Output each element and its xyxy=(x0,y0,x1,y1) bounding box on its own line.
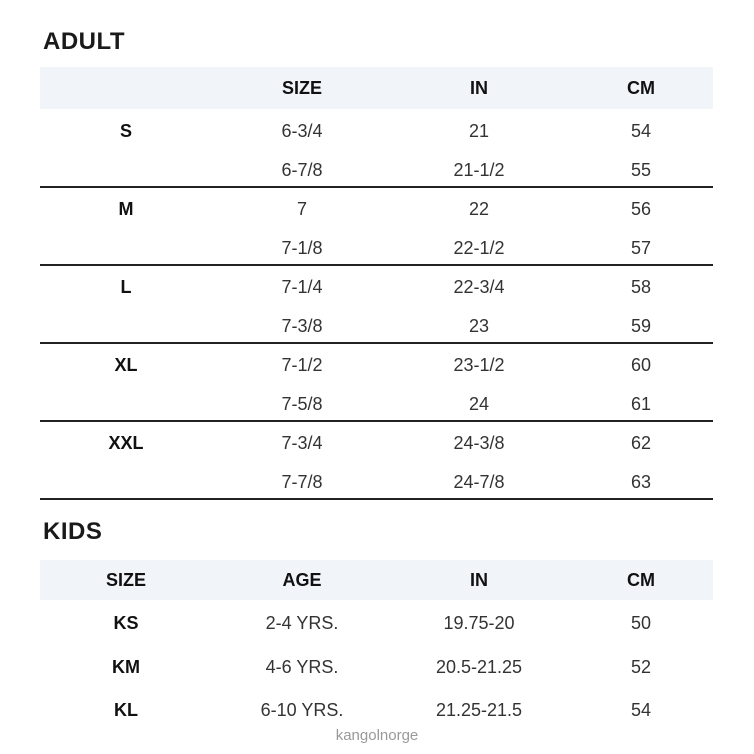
hat-size: 7-3/8 xyxy=(281,316,323,336)
centimeters: 52 xyxy=(630,656,652,677)
table-row: 7-7/8 24-7/8 63 xyxy=(40,463,713,502)
hat-size: 7-1/2 xyxy=(281,355,323,375)
centimeters: 59 xyxy=(630,316,652,336)
inches: 22-1/2 xyxy=(453,238,505,258)
row-divider xyxy=(40,264,713,266)
adult-header-size: SIZE xyxy=(281,78,322,98)
inches: 21-1/2 xyxy=(453,160,505,180)
inches: 21.25-21.5 xyxy=(435,700,523,720)
kids-header-age: AGE xyxy=(282,570,322,590)
size-label: XXL xyxy=(108,433,144,453)
inches: 23 xyxy=(468,316,490,336)
inches: 24-7/8 xyxy=(453,472,505,492)
adult-header-cm: CM xyxy=(627,78,655,98)
size-label: KM xyxy=(112,656,140,677)
table-row: 7-3/8 23 59 xyxy=(40,307,713,346)
kids-header-size: SIZE xyxy=(105,570,146,590)
adult-title: ADULT xyxy=(43,28,126,55)
centimeters: 61 xyxy=(630,394,652,414)
hat-size: 7-3/4 xyxy=(281,433,323,453)
inches: 22 xyxy=(468,199,490,219)
size-label: S xyxy=(119,121,132,141)
hat-size: 7-1/8 xyxy=(281,238,323,258)
table-row: M 7 22 56 xyxy=(40,190,713,229)
row-divider xyxy=(40,498,713,500)
centimeters: 58 xyxy=(630,277,652,297)
inches: 21 xyxy=(468,121,490,141)
centimeters: 56 xyxy=(630,199,652,219)
table-row: 7-5/8 24 61 xyxy=(40,385,713,424)
row-divider xyxy=(40,342,713,344)
hat-size: 7-1/4 xyxy=(281,277,323,297)
inches: 20.5-21.25 xyxy=(435,656,523,677)
inches: 19.75-20 xyxy=(443,613,515,633)
kids-header-cm: CM xyxy=(627,570,655,590)
table-row: KS 2-4 YRS. 19.75-20 50 xyxy=(40,604,713,643)
inches: 22-3/4 xyxy=(453,277,505,297)
centimeters: 62 xyxy=(630,433,652,453)
adult-header-row: SIZE IN CM xyxy=(40,67,713,109)
kids-header-row: SIZE AGE IN CM xyxy=(40,560,713,600)
kids-header-in: IN xyxy=(470,570,488,590)
table-row: XXL 7-3/4 24-3/8 62 xyxy=(40,424,713,463)
size-label: KS xyxy=(113,613,139,633)
table-row: S 6-3/4 21 54 xyxy=(40,112,713,151)
table-row: 6-7/8 21-1/2 55 xyxy=(40,151,713,190)
centimeters: 54 xyxy=(630,121,652,141)
table-row: KM 4-6 YRS. 20.5-21.25 52 xyxy=(40,648,713,687)
centimeters: 57 xyxy=(630,238,652,258)
centimeters: 55 xyxy=(630,160,652,180)
table-row: 7-1/8 22-1/2 57 xyxy=(40,229,713,268)
size-label: KL xyxy=(114,700,138,720)
centimeters: 60 xyxy=(630,355,652,375)
table-row: XL 7-1/2 23-1/2 60 xyxy=(40,346,713,385)
inches: 24 xyxy=(468,394,490,414)
row-divider xyxy=(40,420,713,422)
age: 4-6 YRS. xyxy=(265,656,339,677)
age: 6-10 YRS. xyxy=(260,700,344,720)
hat-size: 6-7/8 xyxy=(281,160,323,180)
watermark: kangolnorge xyxy=(335,727,419,744)
hat-size: 7 xyxy=(296,199,307,219)
inches: 23-1/2 xyxy=(453,355,505,375)
size-label: M xyxy=(118,199,134,219)
size-label: XL xyxy=(114,355,138,375)
kids-title: KIDS xyxy=(43,518,103,545)
size-label: L xyxy=(120,277,132,297)
inches: 24-3/8 xyxy=(453,433,505,453)
hat-size: 7-7/8 xyxy=(281,472,323,492)
adult-header-in: IN xyxy=(470,78,488,98)
centimeters: 63 xyxy=(630,472,652,492)
age: 2-4 YRS. xyxy=(265,613,339,633)
row-divider xyxy=(40,186,713,188)
centimeters: 50 xyxy=(630,613,652,633)
table-row: L 7-1/4 22-3/4 58 xyxy=(40,268,713,307)
table-row: KL 6-10 YRS. 21.25-21.5 54 xyxy=(40,691,713,730)
centimeters: 54 xyxy=(630,700,652,720)
hat-size: 6-3/4 xyxy=(281,121,323,141)
hat-size: 7-5/8 xyxy=(281,394,323,414)
